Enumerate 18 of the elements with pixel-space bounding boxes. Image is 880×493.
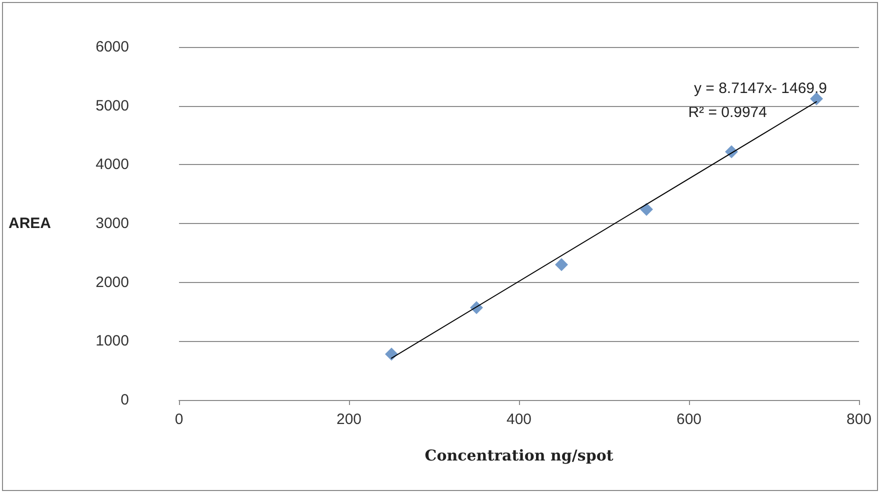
y-tick-label: 4000 <box>96 156 129 174</box>
x-tick-label: 200 <box>336 411 362 428</box>
x-tick-label: 400 <box>506 411 532 428</box>
y-tick-label: 0 <box>120 392 129 408</box>
y-tick-label: 2000 <box>96 274 129 291</box>
x-axis-title: Concentration ng/spot <box>424 446 614 464</box>
y-tick-label: 3000 <box>96 215 129 232</box>
y-tick-label: 6000 <box>96 38 129 56</box>
x-tick-label: 800 <box>846 411 872 428</box>
point <box>640 202 653 216</box>
point <box>385 348 398 361</box>
annotation: y = 8.7147x- 1469.9 <box>694 80 827 97</box>
x-tick-label: 600 <box>676 411 702 428</box>
y-axis-title: AREA <box>8 215 52 232</box>
y-tick-label: 5000 <box>96 97 129 114</box>
y-tick-label: 1000 <box>96 332 129 350</box>
x-tick-label: 0 <box>174 411 184 428</box>
point <box>555 258 568 272</box>
